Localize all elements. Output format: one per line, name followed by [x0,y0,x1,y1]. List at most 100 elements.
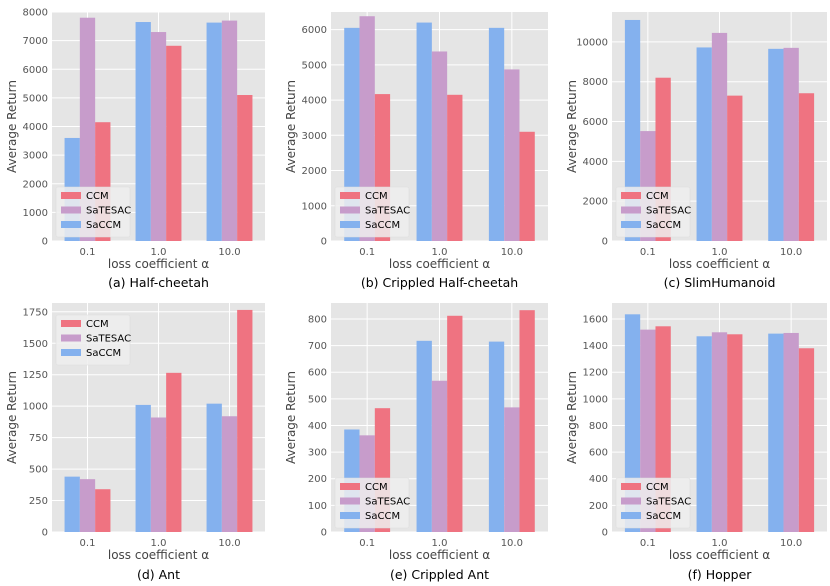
bar-saccm-10.0 [488,341,505,532]
bar-saccm-10.0 [488,27,505,241]
legend-swatch-ccm [340,483,360,490]
x-axis-label: loss coefficient α [669,257,770,271]
y-tick-label: 400 [308,421,327,432]
y-tick-label: 1000 [583,394,608,405]
x-tick-label: 10.0 [501,247,523,258]
bar-ccm-0.1 [95,489,111,532]
x-tick-label: 1.0 [712,538,728,549]
y-tick-label: 0 [602,237,608,248]
legend: CCM SaTESAC SaCCM [615,477,691,529]
bar-ccm-1.0 [166,45,182,242]
bar-saccm-1.0 [696,47,712,241]
x-tick-label: 1.0 [151,247,167,258]
legend-swatch-saccm [340,512,360,519]
chart-caption: (d) Ant [137,567,180,582]
x-tick-label: 0.1 [359,538,375,549]
bar-satesac-0.1 [359,16,375,241]
bar-saccm-0.1 [624,19,641,242]
y-tick-label: 1500 [23,339,48,350]
bar-ccm-1.0 [166,372,182,532]
x-tick-label: 0.1 [640,538,656,549]
y-tick-label: 800 [308,314,327,325]
bar-saccm-1.0 [416,340,432,532]
y-tick-label: 100 [308,501,327,512]
chart-caption: (e) Crippled Ant [390,567,489,582]
y-tick-label: 1750 [23,307,48,318]
y-tick-label: 300 [308,448,327,459]
bar-satesac-1.0 [711,332,728,532]
legend-swatch-saccm [621,221,641,228]
bar-satesac-0.1 [79,17,96,241]
bar-satesac-10.0 [783,47,799,242]
legend-swatch-satesac [621,206,641,214]
y-tick-label: 2000 [23,179,48,190]
legend-swatch-saccm [61,221,81,228]
bar-ccm-1.0 [447,94,463,242]
y-tick-label: 2000 [583,197,608,208]
bar-ccm-10.0 [519,310,535,532]
x-tick-label: 1.0 [432,538,448,549]
y-tick-label: 6000 [583,117,608,128]
bar-satesac-0.1 [79,479,96,532]
bar-satesac-1.0 [711,32,728,242]
x-tick-label: 10.0 [780,538,802,549]
y-tick-label: 6000 [302,25,327,36]
bar-saccm-10.0 [768,333,784,532]
y-tick-label: 1000 [23,208,48,219]
bar-saccm-10.0 [206,22,222,242]
chart-panel: 0 250 500 750 1000 1250 1500 1750 0.1 1.0 10.0 loss… [5,303,265,582]
legend-label-ccm: CCM [86,191,109,202]
legend: CCM SaTESAC SaCCM [55,314,131,366]
legend-label-saccm: SaCCM [365,511,400,522]
y-tick-label: 4000 [302,96,327,107]
x-axis-label: loss coefficient α [669,548,770,562]
y-axis-label: Average Return [284,371,298,464]
bar-ccm-1.0 [727,95,743,241]
y-tick-label: 250 [29,496,48,507]
legend: CCM SaTESAC SaCCM [55,186,131,238]
x-tick-label: 1.0 [151,538,167,549]
bar-saccm-10.0 [206,403,222,532]
y-tick-label: 5000 [302,60,327,71]
y-tick-label: 1000 [23,402,48,413]
x-tick-label: 1.0 [432,247,448,258]
y-axis-label: Average Return [565,80,579,173]
y-tick-label: 0 [42,528,48,539]
legend-label-satesac: SaTESAC [365,497,410,508]
x-tick-label: 10.0 [218,538,240,549]
y-tick-label: 10000 [576,37,608,48]
x-axis-label: loss coefficient α [108,548,209,562]
y-tick-label: 1200 [583,368,608,379]
y-tick-label: 7000 [23,36,48,47]
x-tick-label: 10.0 [218,247,240,258]
y-tick-label: 0 [321,528,327,539]
x-tick-label: 1.0 [712,247,728,258]
legend-label-saccm: SaCCM [86,348,121,359]
legend: CCM SaTESAC SaCCM [334,186,410,238]
y-tick-label: 500 [308,394,327,405]
y-tick-label: 500 [29,465,48,476]
legend-swatch-satesac [61,206,81,214]
y-tick-label: 200 [589,501,608,512]
legend-label-saccm: SaCCM [365,220,400,231]
legend-swatch-saccm [61,349,81,356]
y-tick-label: 600 [589,448,608,459]
y-tick-label: 5000 [23,93,48,104]
bar-satesac-1.0 [431,380,448,532]
x-tick-label: 0.1 [80,247,96,258]
y-tick-label: 3000 [23,151,48,162]
x-tick-label: 0.1 [359,247,375,258]
bar-satesac-10.0 [221,20,238,242]
legend-label-ccm: CCM [646,482,669,493]
legend-swatch-ccm [61,320,81,327]
y-tick-label: 0 [42,237,48,248]
x-tick-label: 10.0 [501,538,523,549]
bar-ccm-10.0 [237,95,253,241]
x-axis-label: loss coefficient α [389,257,490,271]
legend: CCM SaTESAC SaCCM [615,186,691,238]
legend-label-saccm: SaCCM [86,220,121,231]
legend-label-ccm: CCM [86,319,109,330]
chart-caption: (a) Half-cheetah [108,275,209,290]
legend: CCM SaTESAC SaCCM [334,477,410,529]
bar-ccm-10.0 [798,348,815,532]
